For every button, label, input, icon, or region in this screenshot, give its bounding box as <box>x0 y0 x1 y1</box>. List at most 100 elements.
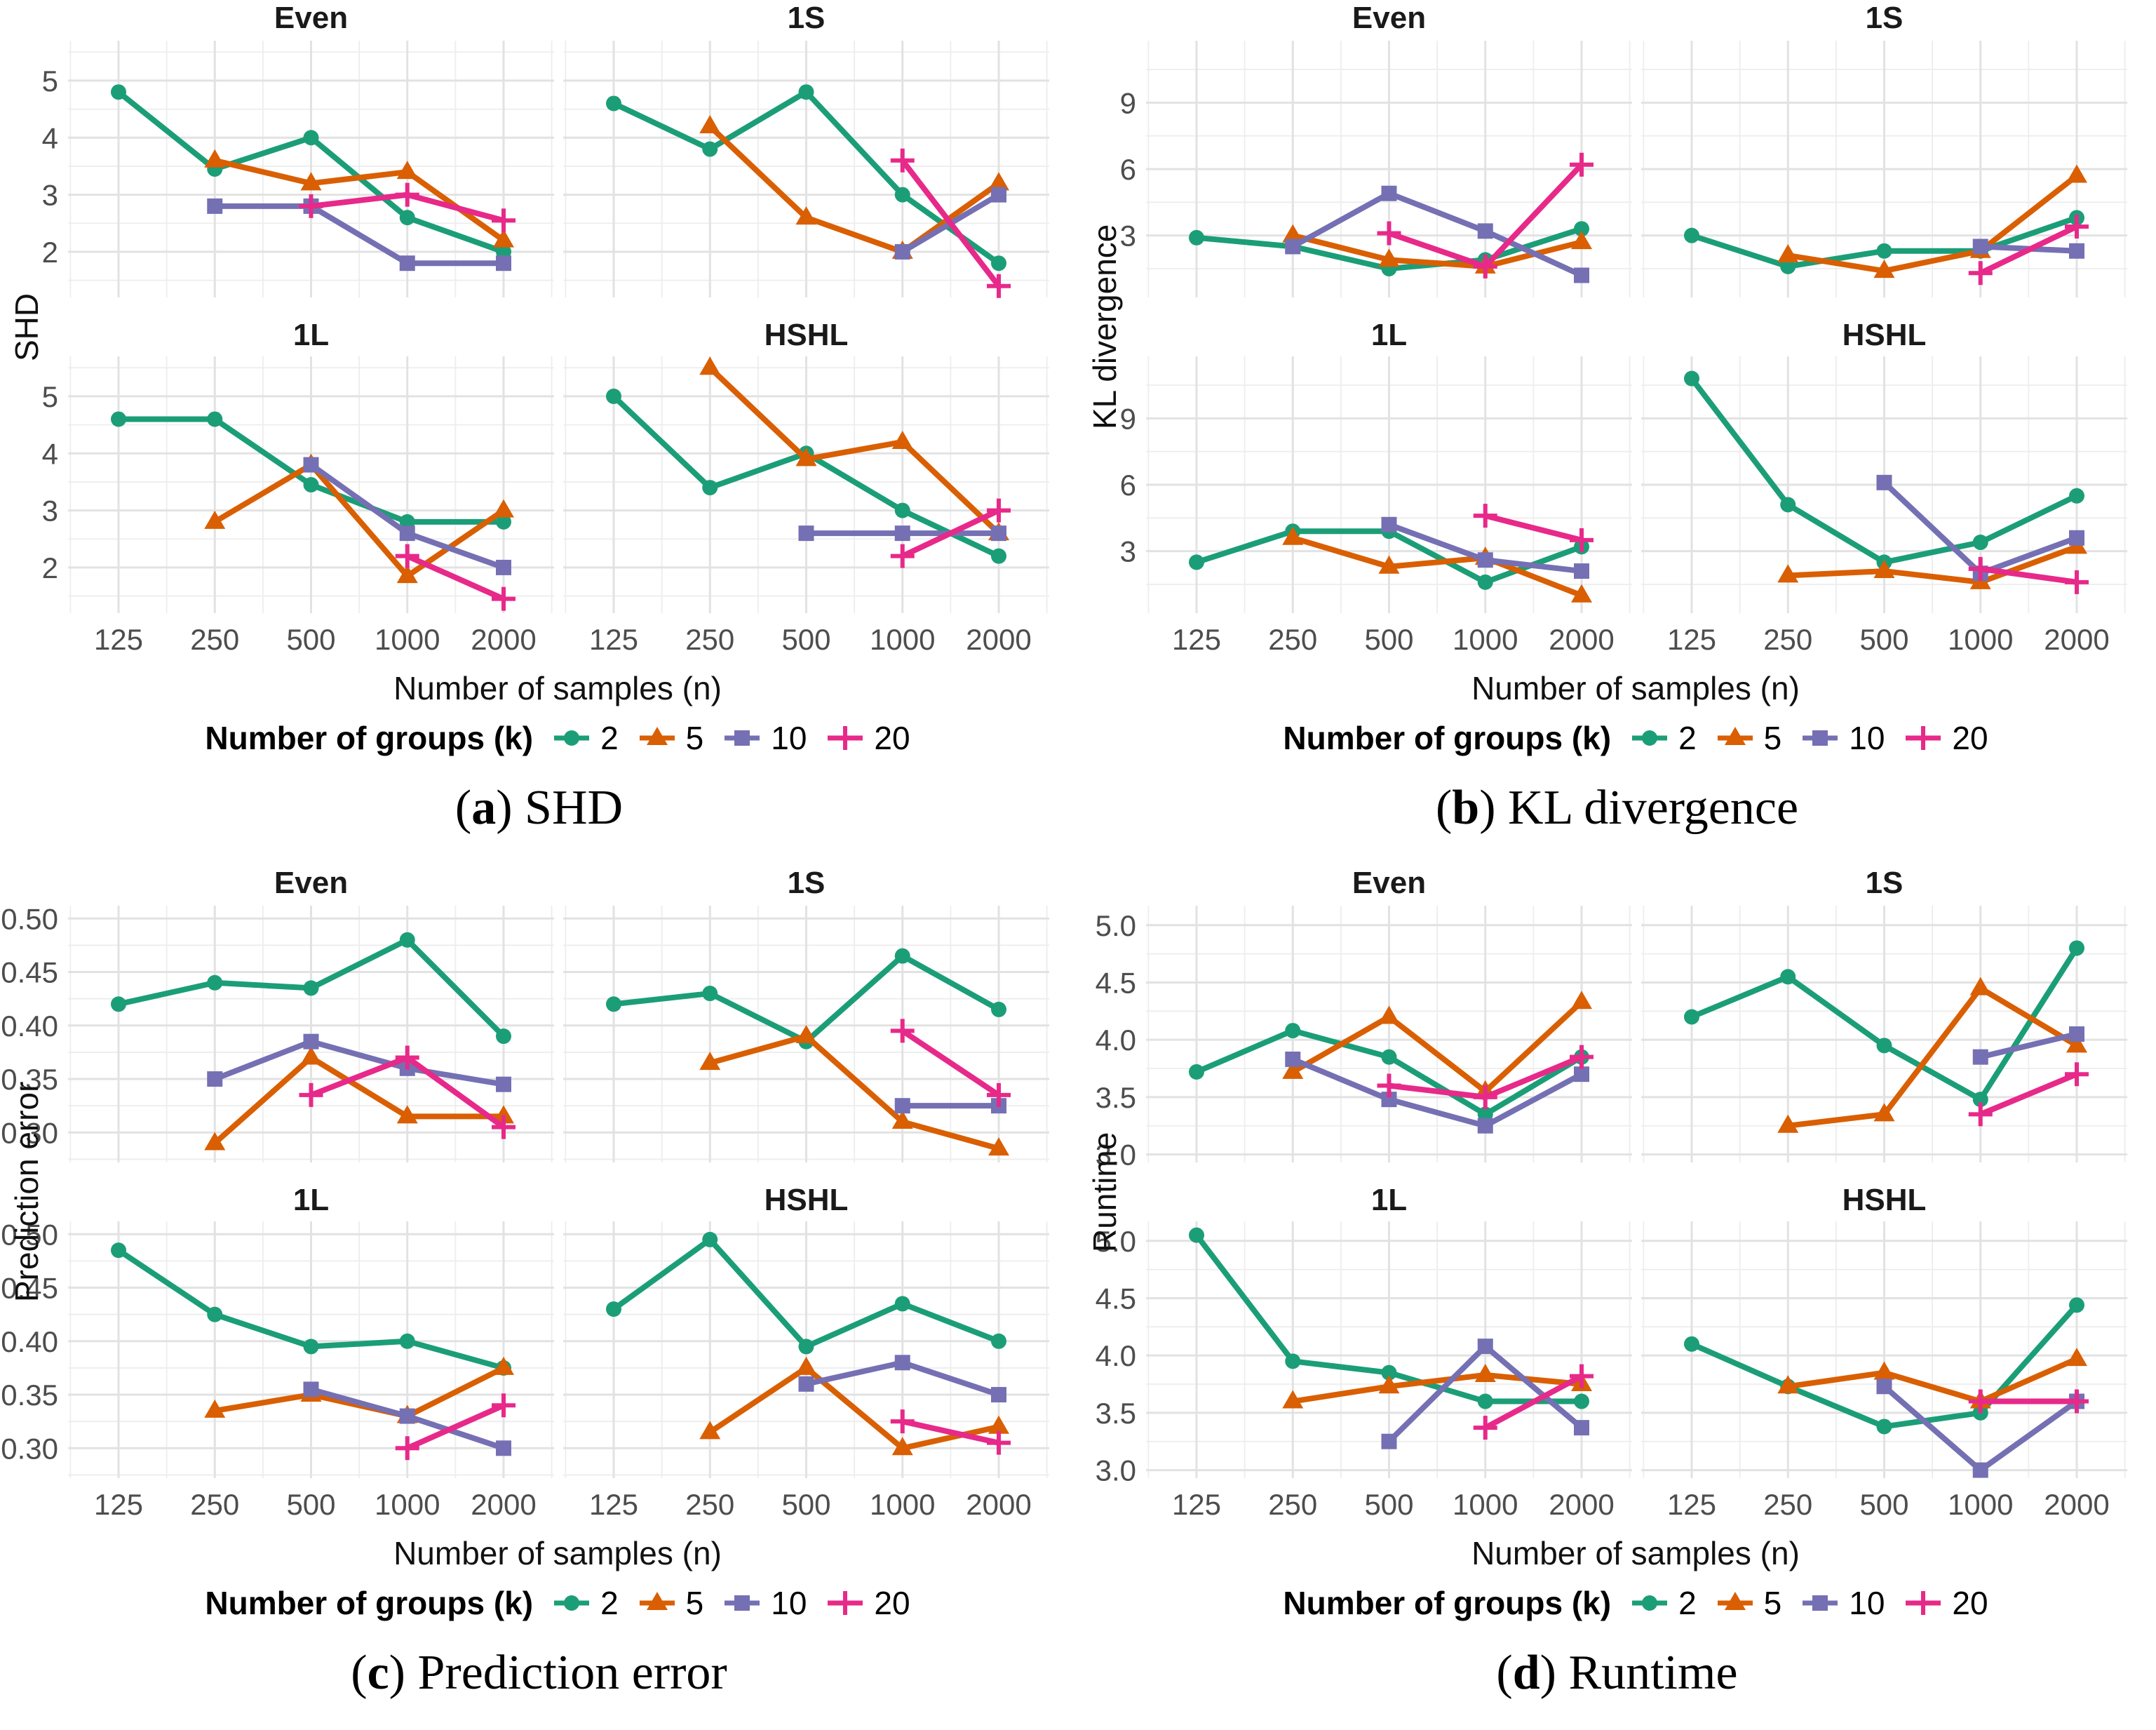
point-marker <box>991 1333 1006 1349</box>
facet-title: Even <box>1352 1 1426 35</box>
caption-paren: ) <box>389 1646 418 1700</box>
point-marker <box>1473 504 1497 528</box>
point-marker <box>396 161 418 180</box>
y-tick-label: 0.50 <box>1 1218 58 1251</box>
point-marker <box>493 229 514 248</box>
x-tick-label: 250 <box>190 623 239 656</box>
point-marker <box>1876 1419 1892 1435</box>
point-marker <box>1378 1375 1400 1394</box>
legend-item-label: 5 <box>685 720 704 756</box>
caption-text: Runtime <box>1568 1646 1738 1700</box>
x-tick-label: 1000 <box>870 1488 935 1521</box>
point-marker <box>1873 1103 1895 1122</box>
legend-item-k10: 10 <box>1800 719 1885 757</box>
point-marker <box>2069 243 2084 259</box>
series-line-k5 <box>708 124 1001 255</box>
point-marker <box>395 182 419 207</box>
legend-item-label: 20 <box>874 1585 910 1621</box>
point-marker <box>1642 1595 1658 1611</box>
point-marker <box>303 457 319 473</box>
point-marker <box>699 1421 721 1440</box>
y-tick-label: 0.40 <box>1 1010 58 1042</box>
point-marker <box>1876 1379 1892 1395</box>
point-marker <box>1381 1433 1397 1449</box>
point-marker <box>303 980 319 996</box>
point-marker <box>303 1381 319 1397</box>
point-marker <box>300 172 322 191</box>
point-marker <box>564 1595 580 1611</box>
point-marker <box>1570 528 1594 552</box>
point-marker <box>1724 727 1746 745</box>
point-marker <box>399 255 415 271</box>
point-marker <box>399 1333 415 1349</box>
legend: Number of groups (k) 2 5 10 20 <box>68 1574 1047 1632</box>
panel-kl-divergence: KL divergence Even 1S 1L 125 250 500 1000 2000 H… <box>1078 0 2156 865</box>
point-marker <box>564 730 580 746</box>
point-marker <box>991 187 1006 203</box>
legend-item-k20: 20 <box>825 719 910 757</box>
caption-paren: ) <box>1479 781 1509 835</box>
x-tick-label: 2000 <box>2044 623 2109 656</box>
point-marker <box>1812 1595 1828 1611</box>
series-line-k20 <box>900 159 1002 288</box>
facet-title: Even <box>274 866 348 900</box>
legend-item-label: 2 <box>600 720 619 756</box>
point-marker <box>1571 231 1592 250</box>
point-marker <box>303 1339 319 1355</box>
point-marker <box>1777 1375 1799 1394</box>
y-tick-label: 3 <box>1120 220 1136 253</box>
y-tick-label: 3.5 <box>1096 1397 1136 1430</box>
legend-key-plus-icon <box>828 1591 863 1615</box>
point-marker <box>399 210 415 226</box>
caption-paren: ( <box>1435 781 1453 835</box>
point-marker <box>890 148 915 173</box>
point-marker <box>1777 564 1799 583</box>
point-marker <box>1876 1038 1892 1054</box>
legend: Number of groups (k) 2 5 10 20 <box>1146 709 2125 767</box>
legend-item-k5: 5 <box>637 1584 703 1622</box>
point-marker <box>1574 1420 1589 1436</box>
y-tick-label: 3.5 <box>1096 1081 1136 1114</box>
x-tick-label: 250 <box>1268 1488 1317 1521</box>
legend-item-k5: 5 <box>637 719 704 757</box>
point-marker <box>204 1399 226 1418</box>
point-marker <box>493 1356 514 1375</box>
caption-text: SHD <box>525 781 624 835</box>
point-marker <box>891 1111 913 1129</box>
point-marker <box>987 1430 1011 1455</box>
x-tick-label: 500 <box>286 623 335 656</box>
caption-text: KL divergence <box>1508 781 1799 835</box>
point-marker <box>702 480 718 496</box>
point-marker <box>1571 584 1592 603</box>
series-line-k10 <box>1291 190 1583 279</box>
point-marker <box>1285 1353 1301 1369</box>
legend-key-circle-icon <box>1632 730 1668 746</box>
legend-key-triangle-icon <box>1717 1592 1753 1610</box>
series-line-k20 <box>1979 1071 2078 1118</box>
point-marker <box>646 1592 668 1610</box>
y-tick-label: 4.5 <box>1096 1282 1136 1315</box>
point-marker <box>496 255 511 271</box>
legend-item-k10: 10 <box>722 1584 807 1622</box>
point-marker <box>1972 1092 1988 1108</box>
point-marker <box>2066 164 2087 183</box>
point-marker <box>1381 1049 1397 1065</box>
point-marker <box>1189 1064 1204 1080</box>
point-marker <box>1972 535 1988 551</box>
point-marker <box>734 1595 750 1611</box>
point-marker <box>606 388 621 404</box>
point-marker <box>496 1028 511 1045</box>
point-marker <box>2069 1297 2084 1313</box>
point-marker <box>699 115 721 133</box>
y-tick-label: 9 <box>1120 86 1136 119</box>
series-line-k20 <box>1980 565 2077 585</box>
point-marker <box>1969 977 1991 995</box>
point-marker <box>2069 530 2084 546</box>
x-tick-label: 250 <box>685 623 734 656</box>
facet-title: 1L <box>1371 1183 1407 1217</box>
legend-key-plus-icon <box>1906 726 1941 750</box>
y-axis-label: KL divergence <box>1086 224 1123 430</box>
caption-paren: ( <box>454 781 472 835</box>
point-marker <box>795 1356 817 1375</box>
facet-title: 1L <box>293 318 329 352</box>
